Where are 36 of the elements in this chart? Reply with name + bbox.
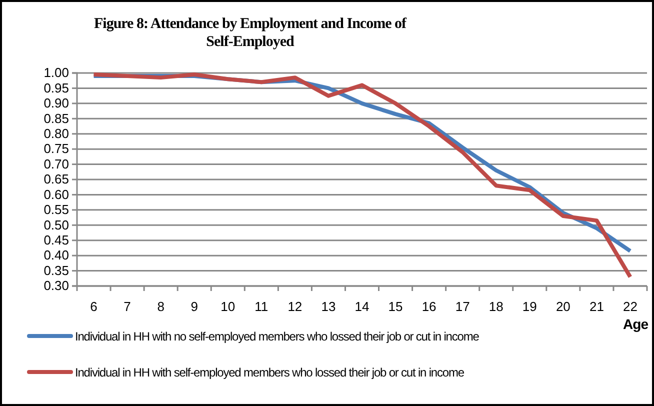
legend-label: Individual in HH with self-employed members who lossed their job or cut in income [75,366,465,380]
x-tick-label: 6 [90,299,98,314]
x-tick-label: 10 [220,299,236,314]
x-tick-label: 17 [455,299,470,314]
x-tick-label: 18 [488,299,504,314]
y-tick-label: 0.45 [44,232,69,248]
x-tick-label: 13 [321,299,336,314]
y-tick-label: 0.95 [44,80,69,96]
y-tick-label: 0.85 [44,110,69,126]
y-tick-label: 1.00 [44,65,69,80]
x-tick-label: 15 [388,299,403,314]
y-tick-label: 0.35 [44,262,69,278]
x-tick-label: 14 [354,299,370,314]
y-tick-label: 0.50 [44,217,69,232]
x-tick-label: 22 [623,299,638,314]
x-tick-label: 9 [190,299,198,314]
x-axis-title: Age [623,316,649,332]
x-tick-label: 20 [556,299,570,314]
legend-label: Individual in HH with no self-employed members who lossed their job or cut in income [75,330,480,344]
x-tick-label: 19 [522,299,537,314]
y-tick-label: 0.60 [44,186,69,202]
y-tick-label: 0.75 [44,141,69,156]
x-tick-label: 12 [288,299,302,314]
x-tick-label: 7 [124,299,131,314]
x-tick-label: 16 [422,299,436,314]
y-tick-label: 0.80 [44,126,69,142]
y-tick-label: 0.70 [44,156,69,172]
x-tick-label: 11 [254,299,268,314]
x-tick-label: 21 [589,299,604,314]
y-tick-label: 0.30 [44,278,69,294]
x-tick-label: 8 [157,299,164,314]
y-tick-label: 0.40 [44,248,69,263]
chart-title: Figure 8: Attendance by Employment and Income of Self-Employed [94,16,408,50]
y-tick-label: 0.65 [44,172,69,187]
y-tick-label: 0.55 [44,202,69,218]
y-tick-label: 0.90 [44,96,69,111]
